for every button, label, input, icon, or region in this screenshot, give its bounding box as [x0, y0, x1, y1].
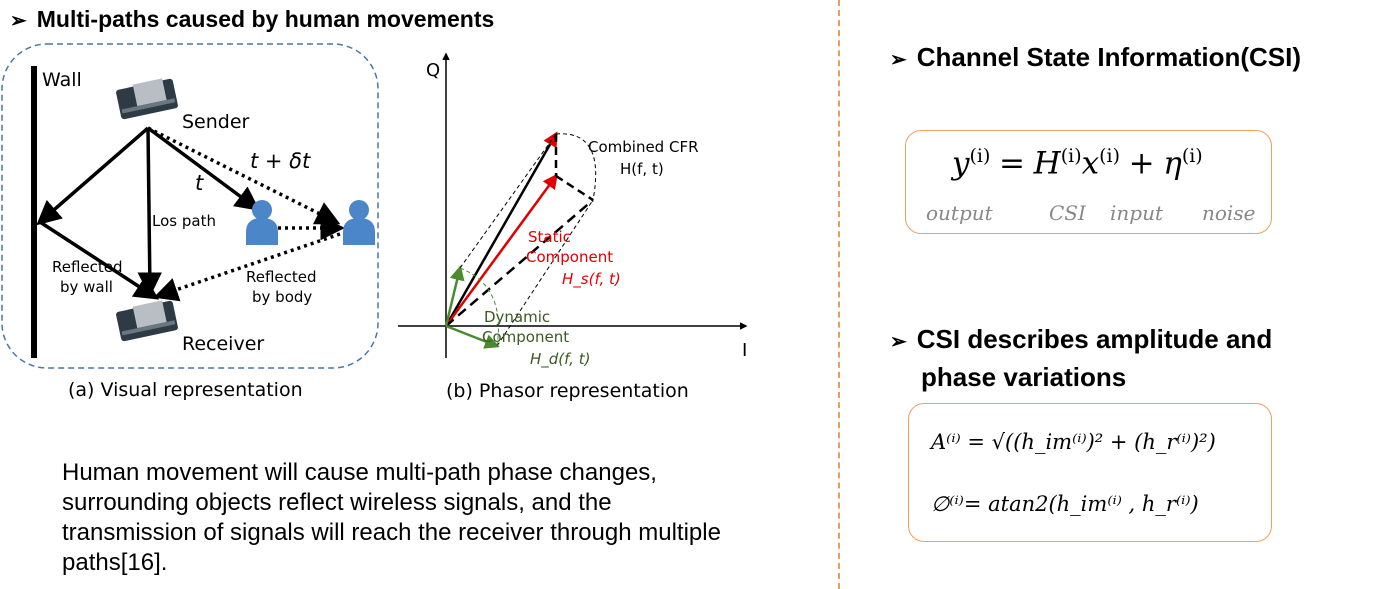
dynamic-vector-b	[445, 324, 500, 349]
label-input: input	[1110, 201, 1163, 225]
dynamic-sum-vector	[445, 199, 594, 327]
dynamic-line2: Component	[482, 328, 569, 346]
i-axis-label: I	[742, 340, 747, 361]
receiver-label: Receiver	[182, 333, 264, 355]
arrow-bullet-icon: ➢	[890, 331, 907, 353]
phasor-caption: (b) Phasor representation	[446, 380, 689, 402]
amplitude-heading: ➢ CSI describes amplitude and phase varia…	[890, 324, 1273, 392]
multipath-diagram: Wall Sender Receiver t t + δt Los path R…	[1, 43, 748, 369]
t-label: t	[195, 171, 204, 195]
description-paragraph: Human movement will cause multi-path pha…	[62, 459, 721, 576]
moved-person-icon	[343, 200, 375, 245]
arrow-bullet-icon: ➢	[10, 10, 27, 32]
reflected-wall-line2: by wall	[60, 278, 113, 296]
combined-cfr-line1: Combined CFR	[588, 138, 699, 156]
csi-equation: y(i) = H(i)x(i) + η(i)	[952, 145, 1203, 182]
combined-arc	[555, 133, 597, 201]
static-formula: H_s(f, t)	[562, 270, 621, 289]
path-to-body	[146, 126, 260, 211]
reflected-body-line1: Reflected	[246, 268, 317, 286]
path-wall-reflection	[39, 220, 160, 300]
person-icon	[246, 200, 278, 245]
amplitude-formula-box: A⁽ⁱ⁾ = √((h_im⁽ⁱ⁾)² + (h_r⁽ⁱ⁾)²) ∅⁽ⁱ⁾= a…	[908, 403, 1272, 542]
arrow-bullet-icon: ➢	[890, 49, 907, 71]
amplitude-formula: A⁽ⁱ⁾ = √((h_im⁽ⁱ⁾)² + (h_r⁽ⁱ⁾)²)	[931, 430, 1216, 454]
dynamic-line1: Dynamic	[484, 308, 550, 326]
dynamic-formula: H_d(f, t)	[530, 350, 590, 369]
csi-formula-box: y(i) = H(i)x(i) + η(i) output CSI input …	[905, 130, 1272, 234]
wall-label: Wall	[42, 69, 82, 91]
phase-formula: ∅⁽ⁱ⁾= atan2(h_im⁽ⁱ⁾ , h_r⁽ⁱ⁾)	[931, 492, 1199, 516]
combined-cfr-line2: H(f, t)	[620, 160, 664, 178]
label-noise: noise	[1202, 201, 1256, 225]
los-path	[137, 127, 163, 297]
vertical-divider	[838, 0, 840, 589]
sender-label: Sender	[182, 111, 250, 133]
reflected-wall-line1: Reflected	[52, 258, 123, 276]
path-to-moved-body	[147, 126, 341, 225]
static-vector	[444, 173, 558, 327]
label-csi: CSI	[1049, 201, 1086, 225]
dynamic-arc	[459, 267, 499, 347]
receiver-board-icon	[116, 300, 178, 342]
path-to-wall	[36, 126, 150, 226]
static-line2: Component	[526, 248, 613, 266]
los-label: Los path	[152, 212, 216, 230]
diagram-frame	[1, 43, 379, 369]
multipath-heading: ➢ Multi-paths caused by human movements	[10, 6, 495, 32]
visual-caption: (a) Visual representation	[68, 379, 303, 401]
t-delta-label: t + δt	[250, 149, 311, 173]
csi-heading: ➢ Channel State Information(CSI)	[890, 42, 1302, 72]
combined-vector	[444, 131, 558, 327]
static-line1: Static	[528, 228, 571, 246]
q-axis-label: Q	[426, 60, 440, 81]
sender-board-icon	[116, 78, 178, 120]
reflected-body-line2: by body	[252, 288, 312, 306]
label-output: output	[926, 201, 993, 225]
dynamic-vector-a	[444, 265, 465, 327]
